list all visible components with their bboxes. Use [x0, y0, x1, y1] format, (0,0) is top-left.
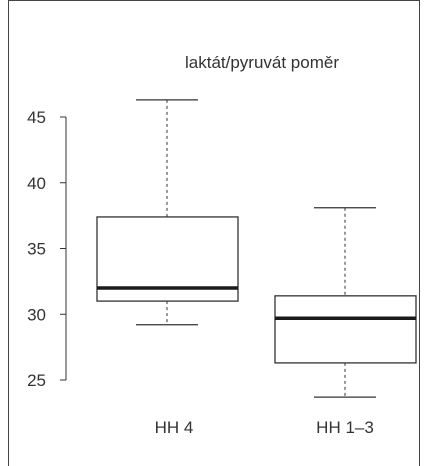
y-tick-label: 40 [27, 174, 46, 193]
x-axis-labels: HH 4 HH 1–3 [155, 418, 374, 437]
x-category-label: HH 1–3 [316, 418, 374, 437]
chart-title: laktát/pyruvát poměr [185, 53, 339, 72]
x-category-label: HH 4 [155, 418, 194, 437]
y-tick-label: 25 [27, 371, 46, 390]
y-axis: 25 30 35 40 45 [27, 108, 67, 390]
y-tick-label: 45 [27, 108, 46, 127]
plot-frame [8, 0, 420, 466]
iqr-box [96, 216, 239, 302]
y-tick-label: 30 [27, 305, 46, 324]
y-tick-label: 35 [27, 240, 46, 259]
iqr-box [274, 295, 417, 364]
box-1 [274, 207, 417, 398]
box-0 [96, 99, 239, 326]
box-series [96, 99, 417, 398]
